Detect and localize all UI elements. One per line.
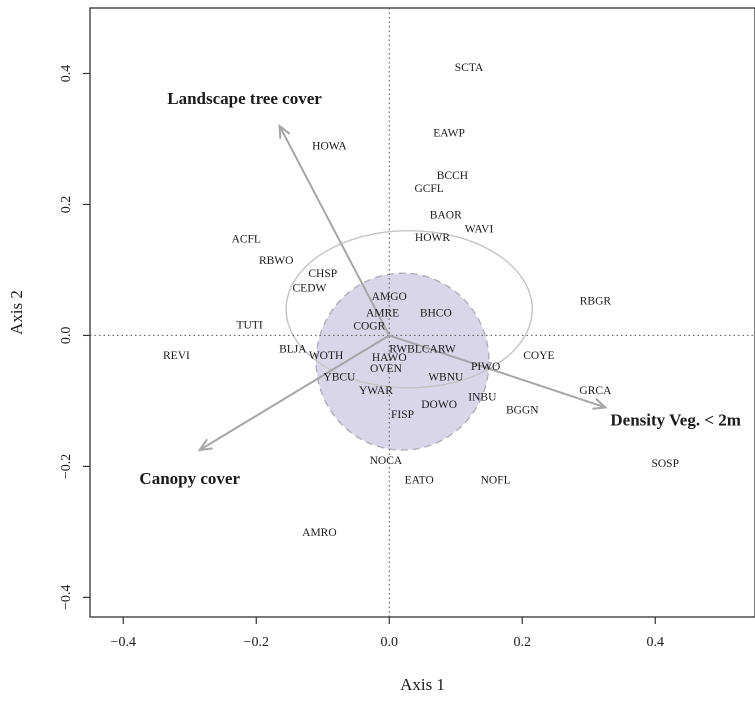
species-label: PIWO	[471, 361, 500, 373]
vector-arrow-shaft	[278, 125, 391, 336]
x-tick-label: 0.4	[647, 635, 665, 650]
x-tick-label: −0.2	[244, 635, 269, 650]
species-label: REVI	[163, 350, 190, 362]
y-tick-label: −0.2	[59, 454, 74, 479]
species-label: CEDW	[293, 283, 327, 295]
vector-arrow-shaft	[199, 334, 390, 451]
species-label: YBCU	[323, 372, 356, 384]
species-label: FISP	[391, 409, 414, 421]
species-label: COYE	[523, 350, 554, 362]
y-tick-label: −0.4	[59, 585, 74, 610]
vector-arrow-head	[278, 123, 291, 139]
x-tick-label: 0.2	[514, 635, 532, 650]
x-tick-label: −0.4	[111, 635, 136, 650]
vector-layer: Landscape tree cover Density Veg. < 2m Can…	[139, 89, 741, 488]
plot-frame	[89, 7, 755, 618]
y-axis-title: Axis 2	[7, 290, 26, 335]
species-label: RWBLCARW	[389, 344, 456, 356]
ellipse-filled	[315, 272, 490, 451]
species-label: YWAR	[359, 385, 393, 397]
y-tick-label: 0.2	[59, 196, 74, 214]
vector-label: Canopy cover	[139, 469, 240, 488]
species-label: COGR	[353, 321, 385, 333]
vector-label: Landscape tree cover	[167, 89, 322, 108]
species-label: BGGN	[506, 404, 539, 416]
x-axis-title: Axis 1	[400, 675, 445, 694]
species-label: WOTH	[309, 350, 344, 362]
species-label: BLJA	[279, 344, 307, 356]
y-tick-label: 0.0	[59, 327, 74, 345]
species-label: INBU	[468, 391, 497, 403]
species-label: SCTA	[455, 62, 484, 74]
ellipse-outline	[285, 229, 533, 389]
species-label: WAVI	[465, 224, 494, 236]
species-label: AMRE	[366, 308, 399, 320]
species-label: HOWR	[415, 232, 450, 244]
species-label: GCFL	[414, 183, 443, 195]
species-label: HOWA	[312, 141, 347, 153]
species-label: BCCH	[437, 170, 468, 182]
species-label: TUTI	[237, 319, 263, 331]
species-label: EATO	[405, 474, 434, 486]
species-label: BHCO	[420, 308, 452, 320]
species-label: RBWO	[259, 255, 294, 267]
species-label: AMGO	[372, 291, 407, 303]
vector-arrow-head	[197, 438, 213, 452]
species-label: AMRO	[302, 527, 337, 539]
species-label: EAWP	[433, 127, 465, 139]
species-label: HAWO	[372, 352, 407, 364]
species-label: GRCA	[579, 385, 612, 397]
axis-layer: −0.4 −0.2 0.0 0.2 0.4 −0.4 −0.2 0.0 0.2 0.4	[59, 65, 664, 650]
reference-lines	[90, 8, 755, 617]
vector-arrow-head	[592, 397, 608, 410]
species-label: WBNU	[428, 372, 464, 384]
species-label: SOSP	[651, 458, 679, 470]
x-tick-label: 0.0	[381, 635, 399, 650]
species-label: CHSP	[308, 268, 337, 280]
vector-label: Density Veg. < 2m	[610, 410, 741, 429]
species-label: NOFL	[481, 474, 511, 486]
species-label: BAOR	[430, 209, 462, 221]
ellipse-layer	[285, 229, 533, 451]
species-label: NOCA	[370, 455, 403, 467]
y-tick-label: 0.4	[59, 65, 74, 83]
species-label: OVEN	[370, 363, 403, 375]
species-label: RBGR	[580, 296, 612, 308]
species-label: ACFL	[232, 234, 261, 246]
species-label: DOWO	[421, 399, 457, 411]
vector-arrow-shaft	[388, 334, 606, 409]
